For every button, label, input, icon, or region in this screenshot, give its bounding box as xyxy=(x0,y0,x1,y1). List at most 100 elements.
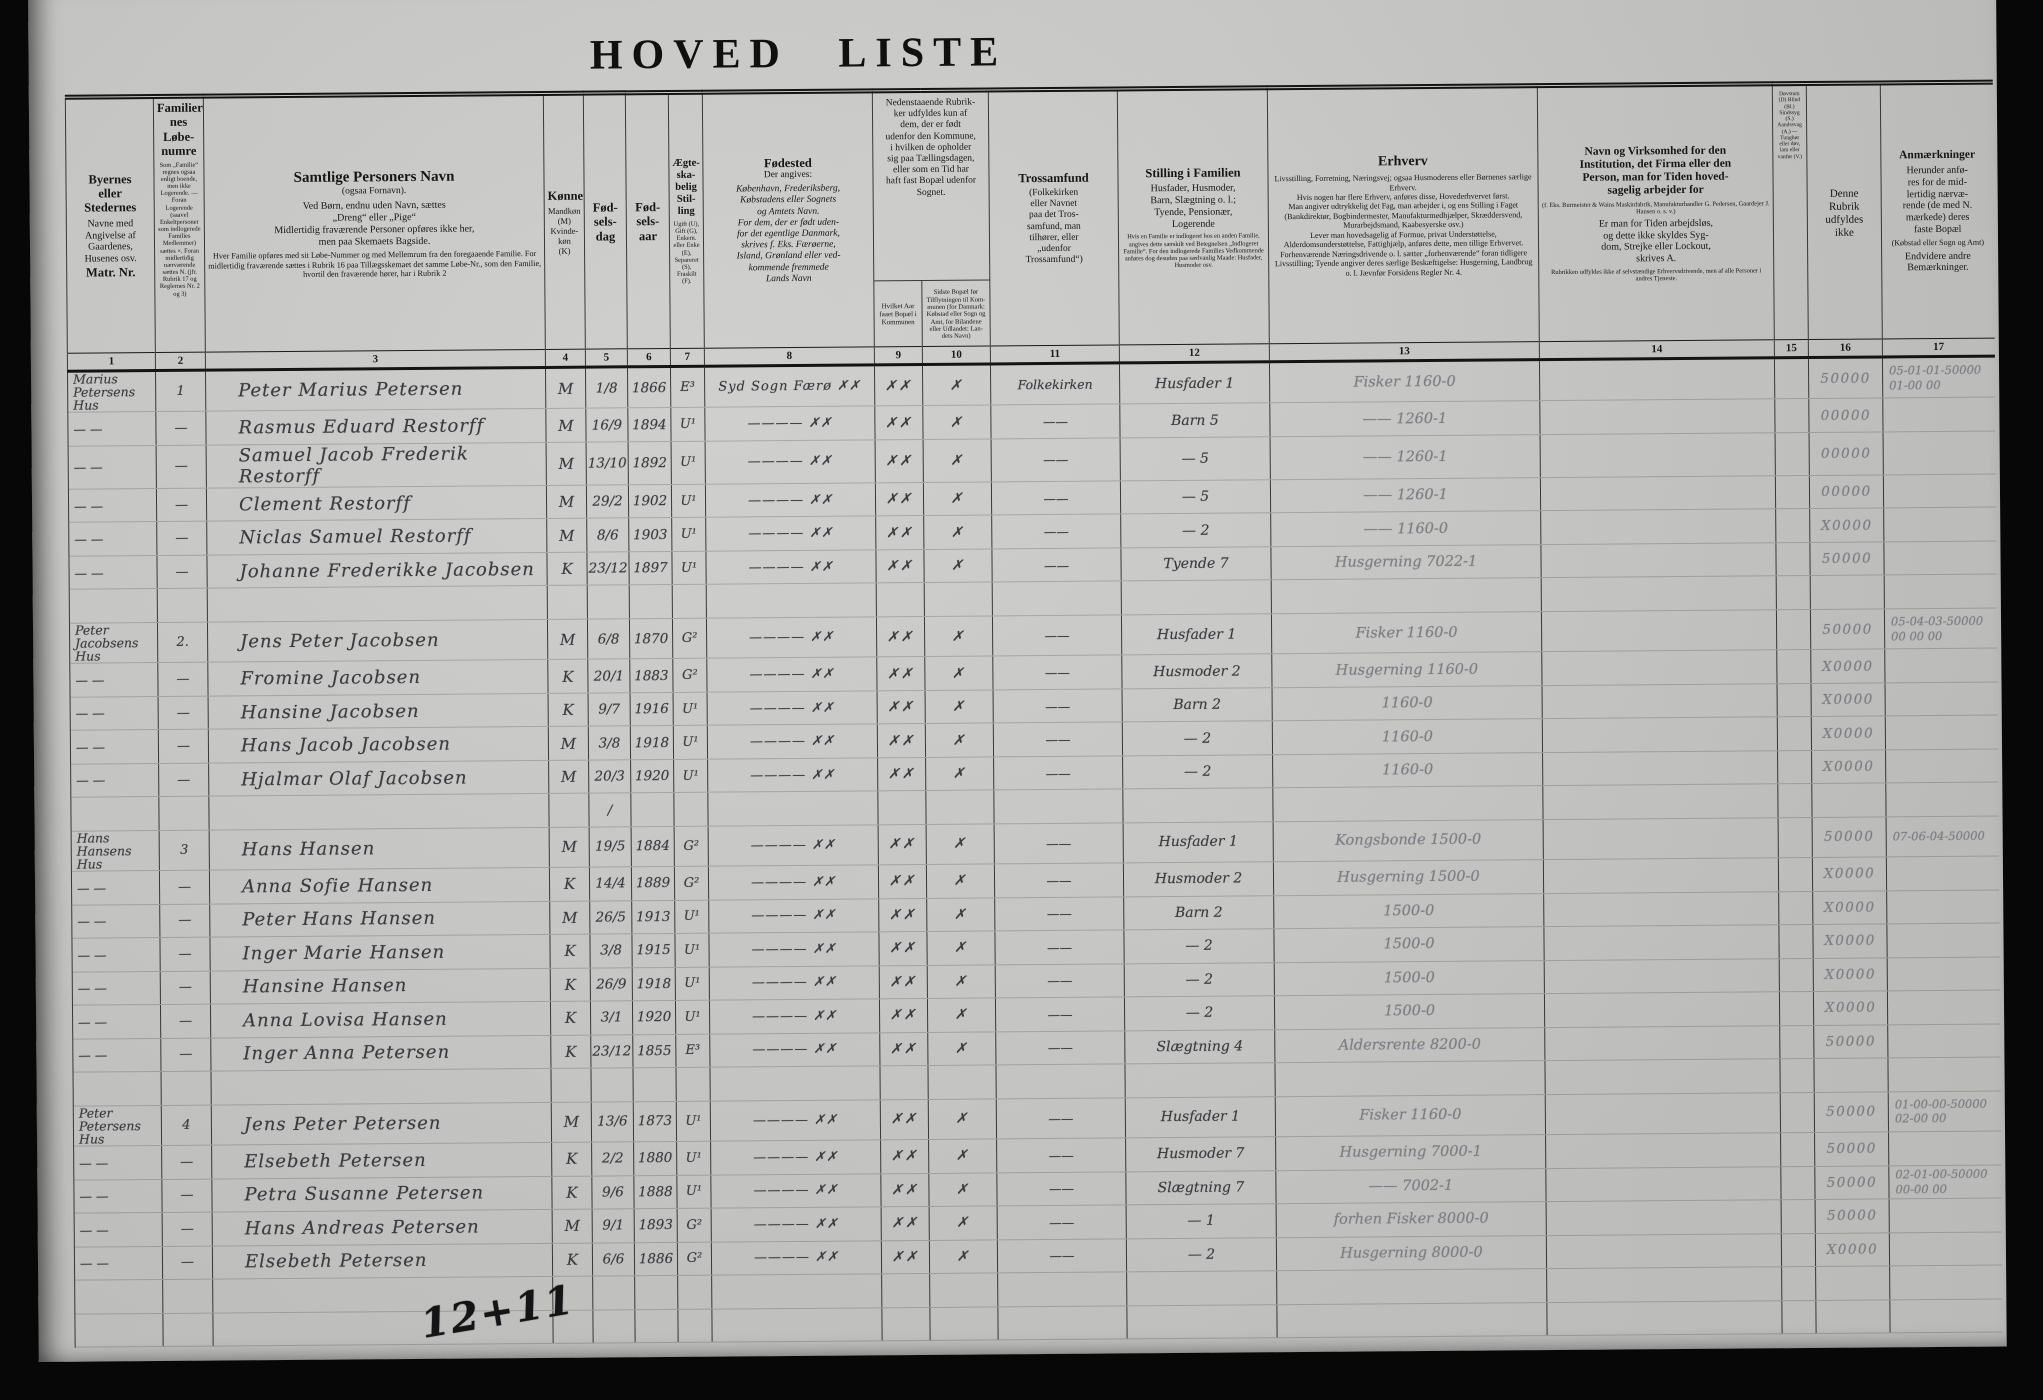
occ-cell: —— 1260-1 xyxy=(1270,434,1541,480)
header-birthplace: Fødested Der angives: København, Frederi… xyxy=(702,90,875,349)
day-cell: 6/6 xyxy=(592,1242,635,1277)
occ-cell: 1500-0 xyxy=(1274,993,1545,1030)
name-cell: Johanne Frederikke Jacobsen xyxy=(206,552,548,589)
name-cell: Fromine Jacobsen xyxy=(207,659,549,696)
day-cell: 9/1 xyxy=(592,1208,635,1243)
c10-cell: ✗ xyxy=(925,723,994,758)
firm-cell xyxy=(1546,1266,1782,1303)
house-cell: Peter Petersens Hus xyxy=(73,1105,162,1147)
born-cell: ———— ✗✗ xyxy=(709,965,880,1001)
name-cell: Clement Restorff xyxy=(206,485,547,522)
day-cell: 16/9 xyxy=(585,408,629,443)
house-cell: — — xyxy=(72,1004,161,1039)
faith-cell xyxy=(992,581,1122,616)
ms-cell: U¹ xyxy=(675,1000,710,1035)
c10-cell: ✗ xyxy=(927,998,996,1033)
header-birth-day: Fød- sels- dag xyxy=(583,92,628,350)
firm-cell xyxy=(1542,683,1778,719)
note-cell xyxy=(1887,990,2000,1025)
c10-cell: ✗ xyxy=(929,1239,998,1274)
day-cell: 19/5 xyxy=(589,826,632,868)
c10-cell: ✗ xyxy=(929,1205,998,1240)
house-cell: — — xyxy=(73,1178,163,1214)
sex-cell: M xyxy=(548,726,589,761)
c10-cell: ✗ xyxy=(923,481,992,516)
note-cell xyxy=(1889,1265,2002,1300)
occ-cell: —— 1160-0 xyxy=(1270,511,1541,547)
sex-cell xyxy=(550,1068,592,1103)
pos-cell: Husfader 1 xyxy=(1125,1096,1276,1138)
faith-cell: —— xyxy=(996,1097,1126,1139)
col-number: 1 xyxy=(67,352,156,372)
header-disabilities: Døvstum (D) Blind (Bl.) Sindssyg (S.) Aa… xyxy=(1772,83,1809,340)
firm-cell xyxy=(1540,509,1776,545)
c10-cell xyxy=(925,790,995,825)
c9-cell: ✗✗ xyxy=(878,898,927,932)
name-cell: Jens Peter Jacobsen xyxy=(207,619,548,663)
inf-cell xyxy=(1781,1233,1816,1267)
firm-cell xyxy=(1539,357,1775,402)
inf-cell xyxy=(1776,609,1811,651)
sex-cell: K xyxy=(547,659,589,694)
pos-cell: Barn 2 xyxy=(1123,895,1274,931)
pos-cell: Husmoder 2 xyxy=(1121,654,1273,689)
c10-cell: ✗ xyxy=(923,515,992,550)
c9-cell: ✗✗ xyxy=(877,757,926,792)
col-number: 15 xyxy=(1774,339,1809,358)
col-number: 13 xyxy=(1269,341,1540,362)
occ-cell: 1500-0 xyxy=(1273,926,1545,963)
sex-cell: M xyxy=(546,442,587,486)
faith-cell: —— xyxy=(994,896,1124,932)
code-cell: 00000 xyxy=(1809,431,1884,476)
sex-cell: M xyxy=(545,367,586,409)
note-cell xyxy=(1887,1057,2001,1092)
year-cell: 1892 xyxy=(628,441,672,485)
name-cell xyxy=(207,585,548,622)
c10-cell xyxy=(929,1306,999,1341)
pos-cell: Husfader 1 xyxy=(1121,613,1272,656)
born-cell: Syd Sogn Færø ✗✗ xyxy=(704,364,875,408)
code-cell: 50000 xyxy=(1814,1165,1890,1200)
code-cell: 50000 xyxy=(1813,1024,1888,1059)
nr-cell: — xyxy=(155,411,207,446)
day-cell xyxy=(592,1309,636,1344)
sex-cell: M xyxy=(549,826,590,868)
pos-cell: Husfader 1 xyxy=(1119,361,1270,405)
note-cell xyxy=(1882,397,1996,432)
ms-cell: U¹ xyxy=(673,725,708,760)
day-cell: 13/6 xyxy=(591,1101,634,1143)
sex-cell: K xyxy=(550,1034,591,1069)
col-number: 5 xyxy=(585,348,628,368)
pos-cell: Barn 2 xyxy=(1122,687,1273,723)
note-cell: 07-06-04-50000 xyxy=(1886,815,1999,858)
c10-cell xyxy=(929,1272,998,1307)
day-cell: 20/1 xyxy=(587,659,631,693)
day-cell: 23/12 xyxy=(586,551,630,586)
name-cell: Hansine Jacobsen xyxy=(208,693,549,730)
pos-cell: — 5 xyxy=(1120,436,1271,481)
c9-cell xyxy=(881,1306,931,1341)
occ-cell: Fisker 1160-0 xyxy=(1269,359,1540,404)
house-cell xyxy=(73,1071,162,1106)
firm-cell xyxy=(1542,784,1779,820)
c10-cell: ✗ xyxy=(926,897,995,932)
name-cell: Jens Peter Petersen xyxy=(211,1102,552,1146)
ms-cell: U¹ xyxy=(674,899,709,934)
nr-cell: — xyxy=(159,937,211,972)
note-cell xyxy=(1885,715,1998,750)
faith-cell: —— xyxy=(993,722,1123,757)
faith-cell: —— xyxy=(994,863,1124,898)
pos-cell: — 2 xyxy=(1126,1237,1277,1272)
faith-cell: —— xyxy=(995,963,1125,999)
col-number: 10 xyxy=(922,345,991,365)
faith-cell: —— xyxy=(991,514,1121,549)
ms-cell: U¹ xyxy=(674,933,710,968)
ms-cell: E³ xyxy=(670,366,705,408)
born-cell: ———— ✗✗ xyxy=(710,1099,881,1142)
nr-cell: — xyxy=(159,903,210,938)
note-cell xyxy=(1883,430,1996,475)
note-cell xyxy=(1887,956,2000,992)
ms-cell xyxy=(675,1067,711,1102)
nr-cell: — xyxy=(156,521,207,556)
ms-cell: U¹ xyxy=(676,1100,711,1142)
